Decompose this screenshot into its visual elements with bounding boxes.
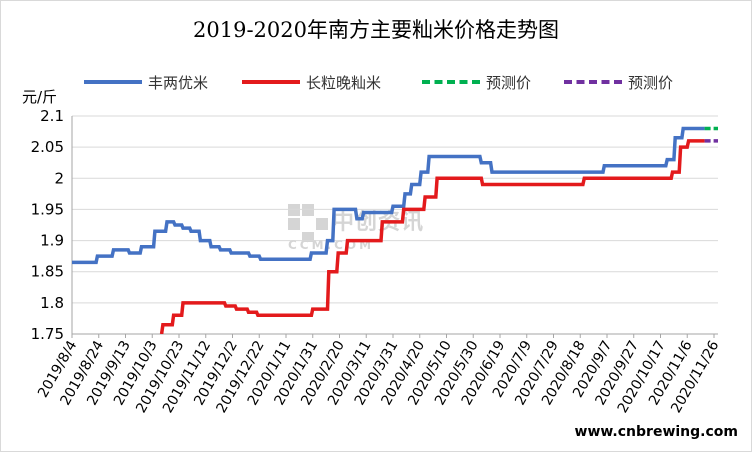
legend-swatch — [84, 80, 142, 84]
legend-item-3: 预测价 — [422, 72, 531, 92]
y-tick-label: 1.9 — [40, 232, 64, 250]
y-tick-label: 2.05 — [31, 138, 64, 156]
legend-label: 长粒晚籼米 — [306, 73, 382, 92]
legend-item-2: 长粒晚籼米 — [242, 72, 381, 92]
legend-item-4: 预测价 — [564, 72, 673, 92]
y-tick-label: 1.85 — [31, 263, 64, 281]
legend-swatch — [564, 80, 622, 84]
y-tick-label: 2 — [54, 169, 64, 187]
legend-swatch — [242, 80, 300, 84]
y-tick-label: 1.75 — [31, 325, 64, 343]
chart-title: 2019-2020年南方主要籼米价格走势图 — [193, 18, 559, 42]
legend-item-1: 丰两优米 — [84, 72, 208, 92]
series-line-1 — [72, 126, 705, 265]
source-url: www.cnbrewing.com — [574, 424, 738, 440]
series-line-2 — [159, 139, 705, 334]
y-axis-unit: 元/斤 — [22, 88, 58, 106]
legend-label: 丰两优米 — [148, 73, 209, 92]
legend-swatch — [422, 80, 480, 84]
legend-label: 预测价 — [628, 73, 674, 92]
y-tick-label: 1.8 — [40, 294, 64, 312]
legend-label: 预测价 — [486, 73, 532, 92]
watermark: 中创资讯 CCM.COM — [288, 204, 424, 252]
watermark-logo-icon — [288, 204, 328, 242]
y-tick-label: 1.95 — [31, 200, 64, 218]
y-tick-label: 2.1 — [40, 107, 64, 125]
